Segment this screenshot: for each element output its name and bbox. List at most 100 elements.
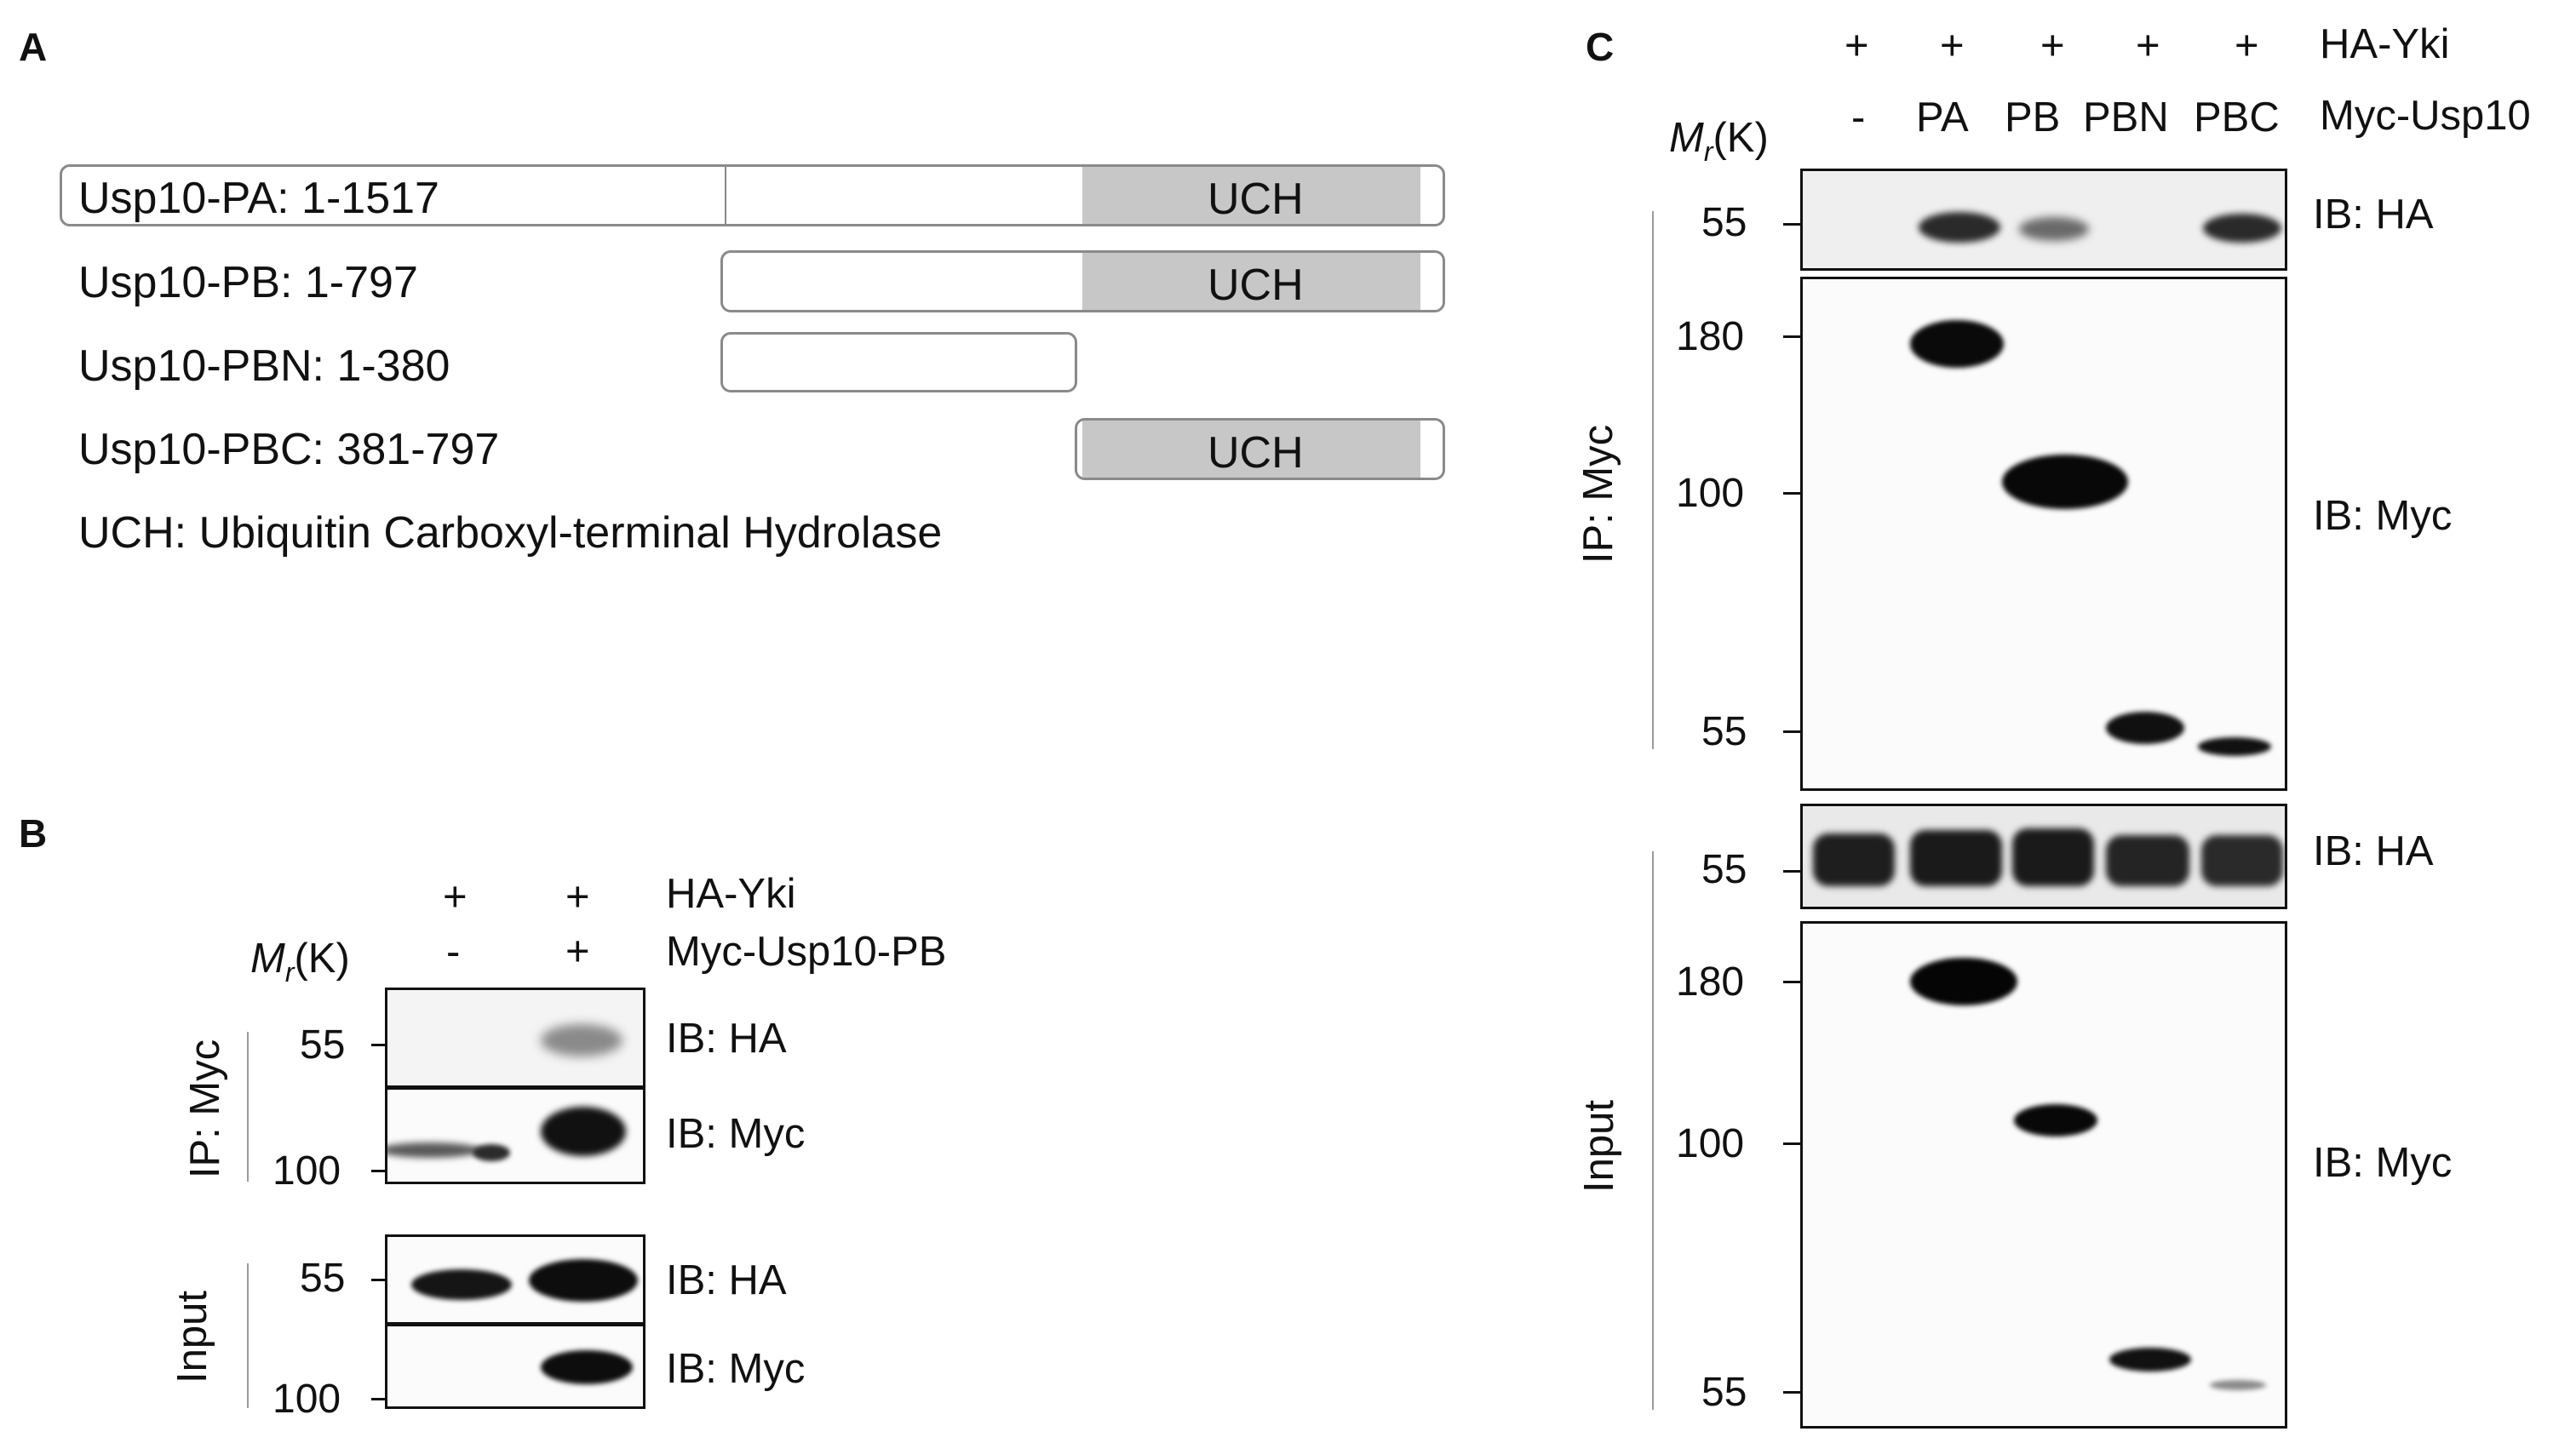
tick-100: 100 bbox=[273, 1148, 341, 1194]
construct-bar-pbn bbox=[720, 332, 1077, 392]
band bbox=[2201, 835, 2283, 886]
band bbox=[1919, 212, 2000, 243]
tick-mark bbox=[1783, 730, 1802, 733]
ib-label: IB: Myc bbox=[666, 1111, 806, 1157]
uch-label: UCH bbox=[1208, 428, 1304, 478]
tick-55: 55 bbox=[1701, 709, 1747, 754]
ip-myc-label: IP: Myc bbox=[182, 1039, 229, 1179]
construct-bar-pbc: UCH bbox=[1075, 418, 1445, 480]
construct-label-pb: Usp10-PB: 1-797 bbox=[78, 258, 418, 307]
mr-m: M bbox=[1669, 115, 1704, 161]
tick-55: 55 bbox=[300, 1256, 346, 1301]
tick-100: 100 bbox=[273, 1377, 341, 1422]
band bbox=[2014, 1104, 2097, 1137]
tick-55: 55 bbox=[1701, 200, 1747, 245]
tick-mark bbox=[1783, 223, 1802, 226]
row-label-myc-usp10-pb: Myc-Usp10-PB bbox=[666, 929, 947, 975]
mr-r: r bbox=[1703, 135, 1713, 167]
tick-mark bbox=[1783, 1142, 1802, 1145]
uch-label: UCH bbox=[1208, 175, 1304, 224]
uch-domain bbox=[1082, 253, 1420, 310]
lane-2-myc: PA bbox=[1916, 94, 1969, 140]
uch-legend: UCH: Ubiquitin Carboxyl-terminal Hydrola… bbox=[78, 508, 943, 558]
row-label-ha-yki: HA-Yki bbox=[666, 871, 796, 917]
construct-bar-pb: UCH bbox=[720, 250, 1445, 312]
tick-mark bbox=[371, 1170, 387, 1172]
mr-label: Mr(K) bbox=[1669, 117, 1769, 165]
tick-mark bbox=[1783, 1391, 1802, 1394]
lane-4-myc: PBN bbox=[2083, 94, 2169, 140]
mr-unit: (K) bbox=[1713, 115, 1769, 161]
band bbox=[2019, 217, 2089, 241]
tick-mark bbox=[1783, 492, 1802, 495]
uch-label: UCH bbox=[1208, 261, 1304, 310]
panel-a-label: A bbox=[19, 25, 48, 69]
mr-label: Mr(K) bbox=[250, 938, 350, 986]
blot-b-ip-ha bbox=[385, 988, 645, 1088]
tick-mark bbox=[1783, 335, 1802, 338]
band bbox=[2106, 712, 2184, 744]
blot-c-input-myc bbox=[1800, 921, 2287, 1429]
band bbox=[473, 1144, 510, 1161]
tick-55: 55 bbox=[300, 1022, 346, 1068]
band bbox=[541, 1350, 633, 1384]
blot-c-ip-ha bbox=[1800, 169, 2287, 271]
lane-1-yki: + bbox=[1845, 23, 1869, 69]
ib-label: IB: Myc bbox=[666, 1346, 806, 1392]
tick-100: 100 bbox=[1676, 471, 1745, 516]
mr-r: r bbox=[284, 956, 295, 988]
ib-label: IB: HA bbox=[666, 1016, 787, 1062]
ib-label: IB: HA bbox=[2313, 192, 2434, 238]
input-label: Input bbox=[169, 1291, 215, 1383]
mr-m: M bbox=[250, 936, 285, 982]
lane-4-yki: + bbox=[2136, 23, 2160, 69]
lane-3-yki: + bbox=[2040, 23, 2065, 69]
lane-3-myc: PB bbox=[2005, 94, 2061, 140]
bar-divider bbox=[725, 167, 726, 224]
band bbox=[529, 1259, 638, 1302]
tick-mark bbox=[1783, 981, 1802, 983]
row-label-ha-yki: HA-Yki bbox=[2320, 21, 2450, 67]
band bbox=[2012, 828, 2094, 886]
band bbox=[411, 1269, 512, 1300]
band bbox=[1910, 958, 2017, 1005]
lane-2-yki: + bbox=[565, 874, 590, 920]
band bbox=[1910, 830, 2002, 886]
tick-100: 100 bbox=[1676, 1121, 1745, 1166]
bracket-line bbox=[1652, 851, 1654, 1410]
tick-mark bbox=[371, 1398, 387, 1400]
ib-label: IB: HA bbox=[2313, 828, 2434, 874]
tick-mark bbox=[1783, 870, 1802, 873]
mr-unit: (K) bbox=[294, 936, 350, 982]
band bbox=[2106, 835, 2189, 886]
lane-1-yki: + bbox=[443, 874, 468, 920]
lane-5-myc: PBC bbox=[2194, 94, 2280, 140]
band bbox=[2002, 455, 2128, 509]
uch-domain bbox=[1082, 421, 1420, 478]
lane-5-yki: + bbox=[2235, 23, 2259, 69]
ib-label: IB: Myc bbox=[2313, 1140, 2453, 1186]
tick-180: 180 bbox=[1676, 314, 1745, 359]
panel-b-label: B bbox=[19, 811, 48, 856]
panel-c-label: C bbox=[1586, 25, 1615, 69]
blot-c-input-ha bbox=[1800, 804, 2287, 909]
tick-55: 55 bbox=[1701, 1370, 1747, 1415]
band bbox=[541, 1107, 626, 1156]
ip-myc-label: IP: Myc bbox=[1575, 424, 1622, 564]
band bbox=[1910, 320, 2004, 368]
tick-55: 55 bbox=[1701, 847, 1747, 892]
input-label: Input bbox=[1575, 1100, 1622, 1193]
blot-b-ip-myc bbox=[385, 1087, 645, 1184]
band bbox=[541, 1024, 622, 1056]
bracket-line bbox=[1652, 211, 1654, 749]
band bbox=[387, 1142, 481, 1158]
band bbox=[1813, 833, 1895, 886]
construct-label-pbc: Usp10-PBC: 381-797 bbox=[78, 425, 500, 474]
row-label-myc-usp10: Myc-Usp10 bbox=[2320, 93, 2531, 139]
band bbox=[2203, 214, 2281, 243]
lane-1-myc: - bbox=[1851, 94, 1866, 140]
tick-180: 180 bbox=[1676, 959, 1745, 1005]
blot-c-ip-myc bbox=[1800, 277, 2287, 791]
ib-label: IB: HA bbox=[666, 1257, 787, 1303]
bracket-line bbox=[247, 1263, 249, 1408]
